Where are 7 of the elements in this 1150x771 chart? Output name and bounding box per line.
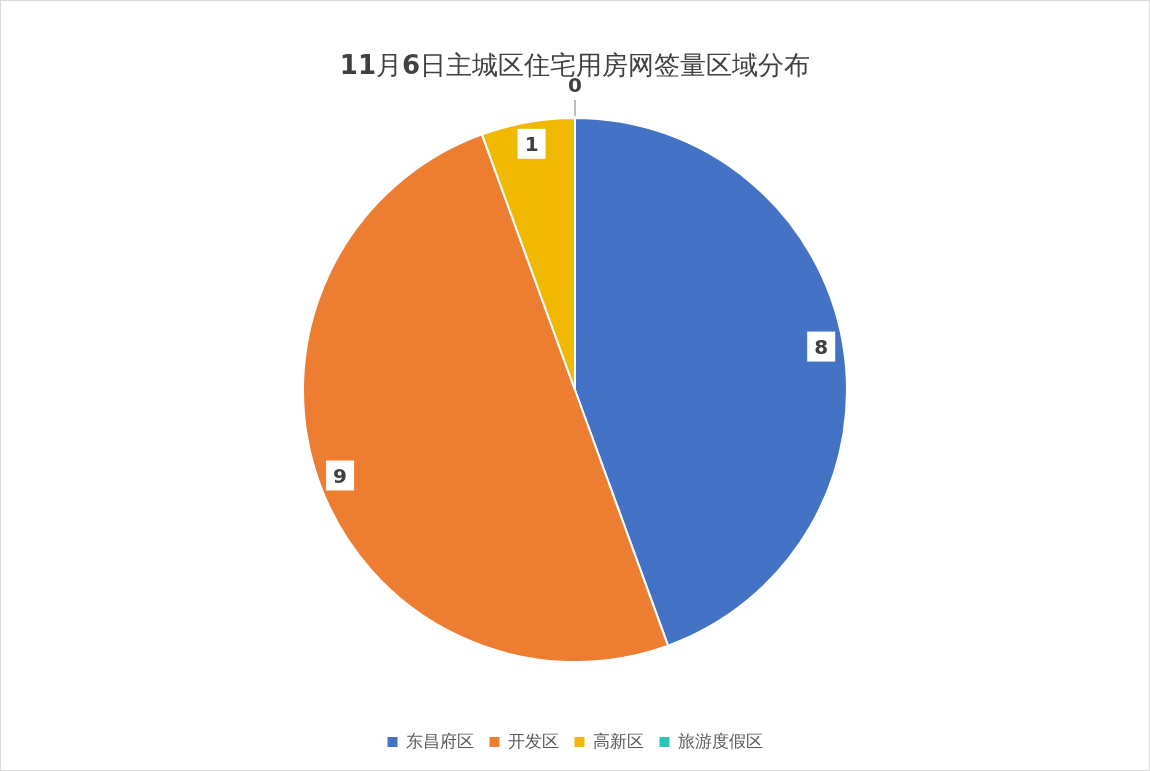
legend-label: 东昌府区 — [405, 731, 474, 751]
data-label: 1 — [524, 131, 539, 156]
legend-label: 旅游度假区 — [677, 731, 763, 751]
legend-label: 开发区 — [507, 731, 559, 751]
legend-label: 高新区 — [592, 731, 644, 751]
data-label: 9 — [333, 463, 348, 488]
data-label: 8 — [814, 334, 829, 359]
